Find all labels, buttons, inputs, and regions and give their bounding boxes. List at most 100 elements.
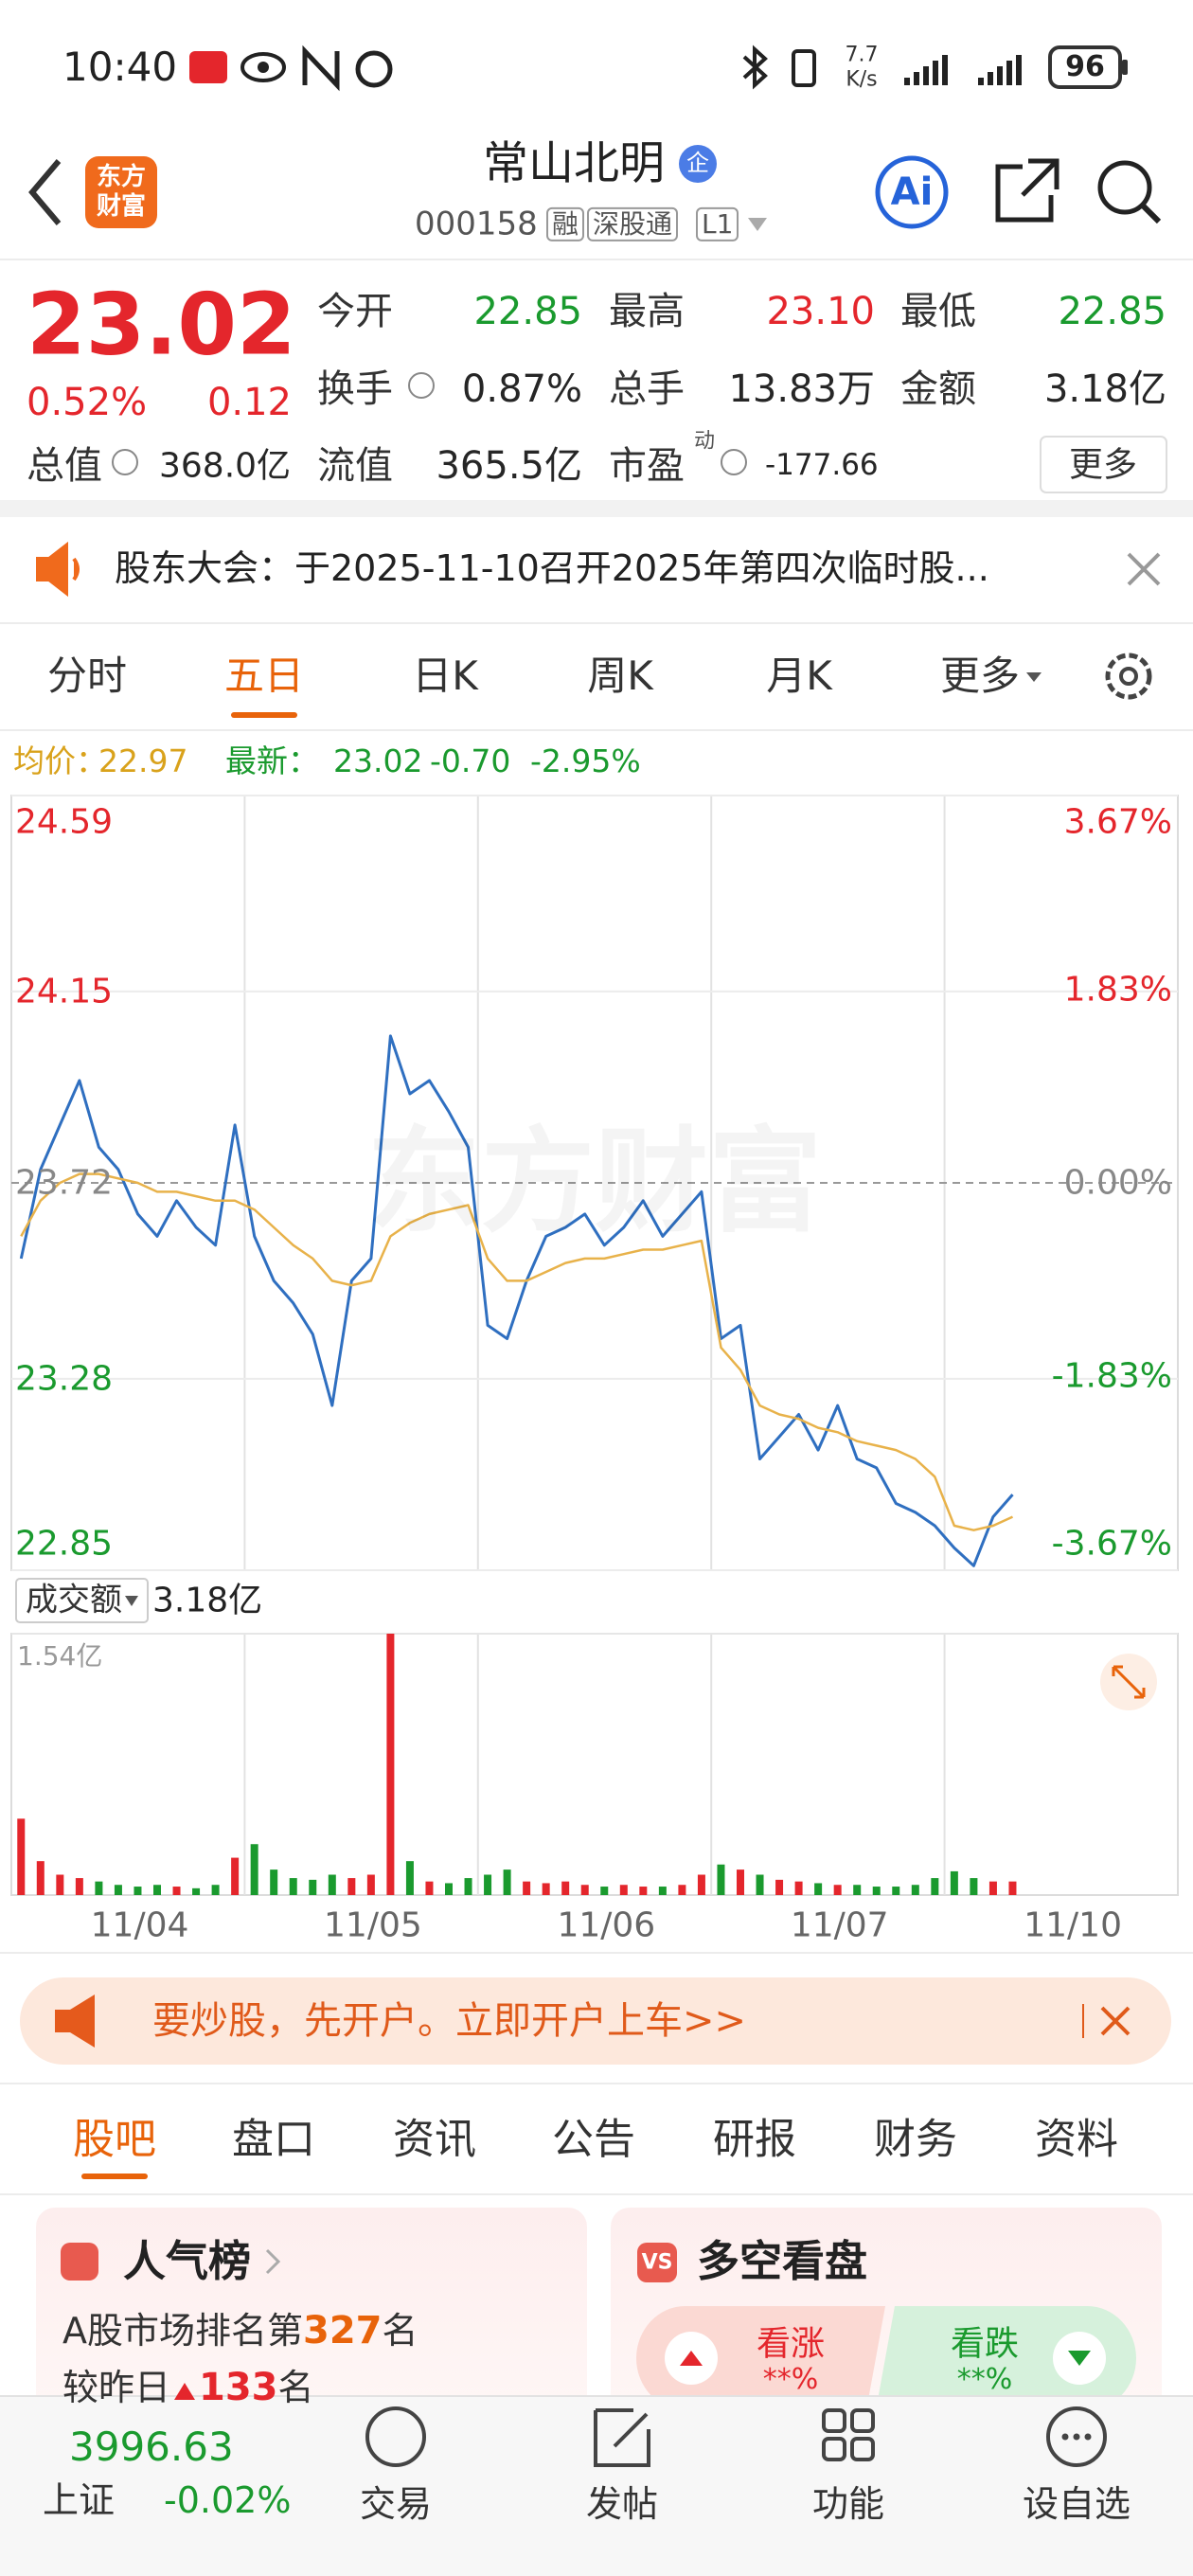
rank-line: A股市场排名第 327 名 (62, 2309, 418, 2352)
content-tab[interactable]: 财务 (874, 2115, 957, 2164)
info-icon[interactable] (721, 449, 747, 475)
field-label: 最低 (900, 290, 976, 333)
volume-bar (775, 1879, 784, 1895)
back-button[interactable] (28, 159, 62, 225)
last-price: 23.02 (27, 275, 296, 375)
chart-tab[interactable]: 分时 (46, 652, 128, 699)
nav-item[interactable]: 设自选 (1022, 2483, 1131, 2526)
search-button[interactable] (1097, 160, 1152, 215)
stock-code: 000158 (415, 205, 538, 243)
volume-bar (114, 1885, 122, 1895)
content-tab[interactable]: 资料 (1035, 2115, 1118, 2164)
ad-text[interactable]: 要炒股，先开户。立即开户上车>> (152, 1999, 747, 2043)
volume-bar (658, 1887, 667, 1895)
more-button[interactable]: 更多 (1068, 445, 1138, 485)
volume-bar (678, 1885, 686, 1895)
function-icon (850, 2437, 875, 2461)
y2-tick-label: -1.83% (1051, 1356, 1172, 1396)
dropdown-arrow[interactable] (748, 218, 767, 231)
field-value: 3.18亿 (1043, 367, 1166, 411)
volume-bar (250, 1844, 258, 1895)
index-value: 3996.63 (69, 2423, 234, 2470)
last-change-pct: -2.95% (530, 742, 641, 780)
volume-bar (366, 1874, 375, 1895)
y-tick-label: 1.54亿 (17, 1639, 103, 1672)
function-icon (850, 2408, 875, 2433)
field-label: 总值 (27, 444, 102, 488)
bull-pill[interactable] (636, 2306, 885, 2410)
signal-bar (997, 66, 1003, 85)
chart-tab[interactable]: 月K (766, 652, 832, 699)
price-line (19, 1034, 1014, 1567)
volume-bar (503, 1869, 511, 1895)
chart-tab[interactable]: 更多 (939, 652, 1021, 699)
vibrate-icon (792, 49, 816, 87)
info-icon[interactable] (408, 372, 435, 399)
info-icon[interactable] (112, 449, 138, 475)
volume-bar (794, 1881, 803, 1895)
volume-bar (445, 1883, 453, 1895)
volume-bar (347, 1878, 356, 1895)
volume-bar (309, 1879, 317, 1895)
change-value: 133 (199, 2366, 278, 2409)
volume-bar (833, 1885, 842, 1895)
ai-circle[interactable] (875, 155, 949, 229)
stock-tag: L1 (696, 206, 739, 242)
content-tab[interactable]: 研报 (713, 2115, 796, 2164)
volume-bar (484, 1874, 492, 1895)
content-tab[interactable]: 公告 (552, 2115, 635, 2164)
battery-level: 96 (1065, 49, 1105, 83)
volume-frame (10, 1633, 1179, 1896)
x-tick-label: 11/05 (324, 1905, 422, 1945)
card-title: 人气榜 (123, 2236, 252, 2287)
nav-item[interactable]: 发帖 (585, 2483, 659, 2526)
rank-suffix: 名 (382, 2310, 418, 2352)
volume-bar (619, 1885, 628, 1895)
bear-pill[interactable] (876, 2306, 1136, 2410)
content-tab[interactable]: 资讯 (393, 2115, 476, 2164)
field-value: -177.66 (765, 448, 879, 483)
post-icon (594, 2408, 650, 2467)
nav-item[interactable]: 功能 (811, 2483, 885, 2526)
popularity-card[interactable] (36, 2208, 587, 2454)
sentiment-icon: VS (641, 2250, 673, 2275)
notice-close[interactable] (1127, 552, 1161, 586)
volume-bar (697, 1874, 705, 1895)
net-speed: 7.7 (845, 43, 879, 67)
settings-button[interactable] (1105, 653, 1152, 700)
volume-selector[interactable] (15, 1578, 149, 1623)
chart-tab[interactable]: 日K (412, 652, 478, 699)
ad-banner[interactable] (20, 1977, 1171, 2065)
y2-tick-label: 3.67% (1063, 802, 1172, 842)
signal-bar (1006, 61, 1012, 85)
status-time: 10:40 (62, 43, 178, 90)
rank-value: 327 (303, 2309, 383, 2352)
nav-item[interactable]: 交易 (359, 2483, 433, 2526)
signal-bar (988, 72, 993, 85)
volume-total: 3.18亿 (152, 1581, 263, 1620)
volume-bar (892, 1887, 900, 1895)
nfc-icon (302, 45, 340, 92)
chart-tab[interactable]: 周K (587, 652, 653, 699)
chart-tab[interactable]: 五日 (223, 652, 305, 699)
volume-bar (289, 1878, 297, 1895)
x-tick-label: 11/04 (90, 1905, 189, 1945)
volume-bar (988, 1881, 997, 1895)
signal-bar (904, 78, 910, 85)
x-tick-label: 11/07 (790, 1905, 889, 1945)
ai-button[interactable]: Ai (890, 170, 934, 214)
eye-icon (240, 52, 286, 82)
content-tab[interactable]: 盘口 (232, 2115, 315, 2164)
ad-close[interactable] (1100, 2006, 1131, 2036)
content-tab[interactable]: 股吧 (73, 2115, 156, 2164)
share-button[interactable] (995, 158, 1059, 223)
logo: 东方财富 (96, 162, 146, 221)
volume-bar (814, 1883, 823, 1895)
more-box[interactable] (1040, 436, 1167, 493)
volume-bar (872, 1887, 881, 1895)
stock-name: 常山北明 (482, 136, 666, 190)
field-label: 今开 (317, 290, 393, 333)
net-speed-unit: K/s (846, 67, 878, 92)
volume-label[interactable]: 成交额 (26, 1581, 122, 1619)
